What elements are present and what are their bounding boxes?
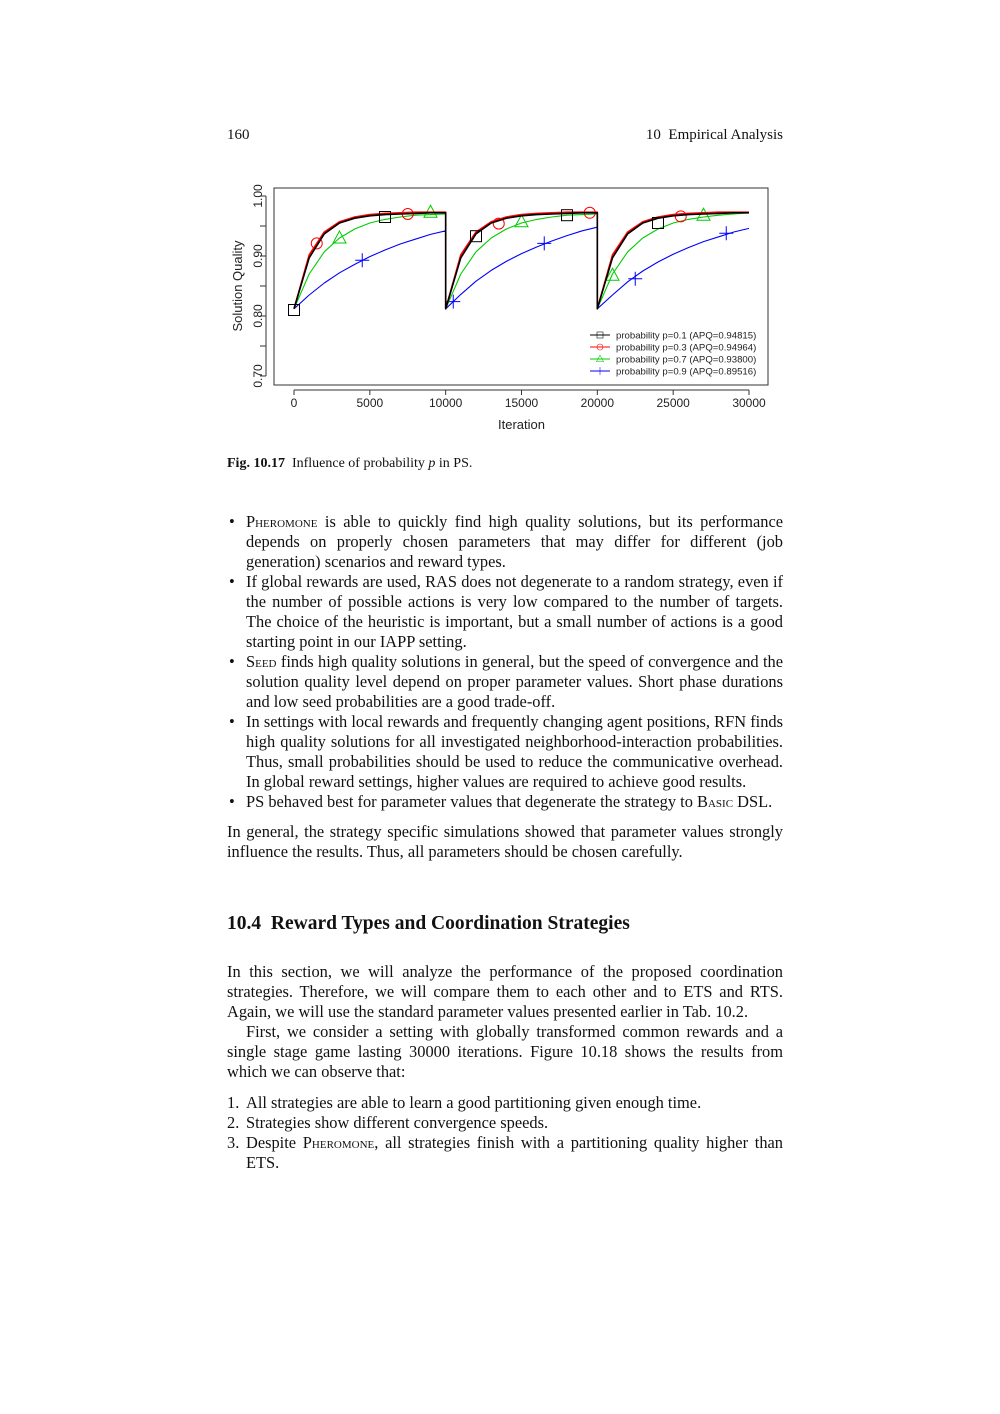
series-line-4 bbox=[293, 226, 750, 310]
y-tick-label: 0.90 bbox=[251, 244, 265, 268]
legend-entry: probability p=0.3 (APQ=0.94964) bbox=[616, 343, 756, 354]
data-point-circle bbox=[674, 210, 687, 223]
item-text: In settings with local rewards and frequ… bbox=[246, 712, 783, 791]
data-point-square bbox=[379, 211, 391, 223]
x-tick-label: 15000 bbox=[505, 396, 539, 410]
data-point-plus bbox=[355, 253, 370, 268]
series-line-2 bbox=[293, 211, 749, 310]
data-point-plus bbox=[719, 226, 734, 241]
item-number: 2. bbox=[227, 1113, 240, 1132]
caption-variable: p bbox=[428, 456, 436, 471]
data-point-square bbox=[561, 209, 573, 222]
item-number: 3. bbox=[227, 1133, 240, 1152]
item-text: finds high quality solutions in general,… bbox=[246, 652, 783, 711]
list-item: Pheromone is able to quickly find high q… bbox=[227, 512, 783, 572]
section-title: Reward Types and Coordination Strategies bbox=[270, 913, 630, 934]
running-title: 10 Empirical Analysis bbox=[645, 127, 783, 143]
legend-entry: probability p=0.1 (APQ=0.94815) bbox=[616, 331, 756, 342]
item-text: Despite bbox=[246, 1133, 303, 1152]
legend-marker-triangle bbox=[595, 354, 605, 363]
list-item: If global rewards are used, RAS does not… bbox=[227, 572, 783, 652]
strategy-name: Pheromone bbox=[302, 1133, 375, 1152]
plot-frame bbox=[273, 187, 769, 386]
legend-marker-plus bbox=[596, 367, 604, 375]
summary-paragraph: In general, the strategy specific simula… bbox=[227, 822, 783, 861]
list-item: In settings with local rewards and frequ… bbox=[227, 712, 783, 792]
item-text-end: , all strategies finish with a partition… bbox=[246, 1133, 783, 1172]
legend-entry: probability p=0.7 (APQ=0.93800) bbox=[616, 355, 756, 366]
list-item: Seed finds high quality solutions in gen… bbox=[227, 652, 783, 712]
data-point-triangle bbox=[332, 229, 347, 244]
list-item: 1. All strategies are able to learn a goo… bbox=[227, 1093, 783, 1113]
data-point-plus bbox=[537, 236, 552, 251]
list-item: 2. Strategies show different convergence … bbox=[227, 1113, 783, 1133]
data-point-square bbox=[288, 304, 300, 316]
observations-list: 1. All strategies are able to learn a goo… bbox=[227, 1093, 783, 1173]
data-point-triangle bbox=[423, 204, 438, 218]
data-point-triangle bbox=[605, 267, 620, 281]
item-text: All strategies are able to learn a good … bbox=[246, 1093, 702, 1112]
data-point-triangle bbox=[514, 213, 529, 228]
item-text: If global rewards are used, RAS does not… bbox=[246, 572, 783, 651]
list-item: PS behaved best for parameter values tha… bbox=[227, 792, 783, 812]
x-axis-label: Iteration bbox=[498, 417, 545, 432]
x-tick-label: 20000 bbox=[581, 396, 615, 410]
y-tick-label: 1.00 bbox=[251, 184, 265, 208]
y-tick-label: 0.70 bbox=[251, 364, 265, 388]
strategy-name: Pheromone bbox=[246, 512, 318, 531]
data-point-circle bbox=[310, 237, 323, 250]
figure-caption: Fig. 10.17 Influence of probability p in… bbox=[227, 454, 783, 474]
page-number: 160 bbox=[227, 127, 250, 143]
figure-label: Fig. 10.17 bbox=[227, 456, 285, 471]
legend-entry: probability p=0.9 (APQ=0.89516) bbox=[616, 367, 756, 378]
paragraph: First, we consider a setting with global… bbox=[227, 1022, 783, 1081]
section-number: 10.4 bbox=[227, 913, 262, 934]
y-tick-label: 0.80 bbox=[251, 304, 265, 328]
figure-chart: 0.70 0.80 0.90 1.00 0 5000 10000 15000 20000 2500… bbox=[230, 184, 769, 432]
x-tick-label: 30000 bbox=[732, 396, 766, 410]
data-point-square bbox=[652, 217, 664, 229]
series-line-3 bbox=[293, 212, 750, 310]
item-text-end: DSL. bbox=[733, 792, 773, 811]
data-point-square bbox=[470, 230, 482, 243]
x-tick-label: 5000 bbox=[356, 396, 383, 410]
section-heading: 10.4 Reward Types and Coordination Strat… bbox=[227, 913, 630, 935]
x-tick-label: 25000 bbox=[656, 396, 690, 410]
x-tick-label: 10000 bbox=[429, 396, 463, 410]
item-text: is able to quickly find high quality sol… bbox=[246, 512, 783, 571]
item-text: PS behaved best for parameter values tha… bbox=[246, 792, 698, 811]
strategy-name: Seed bbox=[246, 652, 277, 671]
legend-marker-circle bbox=[596, 343, 604, 351]
paragraph: In this section, we will analyze the per… bbox=[227, 962, 783, 1021]
series-line-1 bbox=[293, 212, 749, 310]
item-number: 1. bbox=[227, 1093, 240, 1112]
strategy-name: Basic bbox=[697, 792, 734, 811]
x-tick-label: 0 bbox=[291, 396, 298, 410]
findings-list: Pheromone is able to quickly find high q… bbox=[227, 512, 783, 812]
list-item: 3. Despite Pheromone, all strategies fini… bbox=[227, 1133, 783, 1173]
item-text: Strategies show different convergence sp… bbox=[246, 1113, 549, 1132]
data-point-circle bbox=[492, 217, 505, 230]
caption-text: Influence of probability bbox=[291, 456, 429, 471]
data-point-plus bbox=[628, 271, 643, 286]
y-axis-label: Solution Quality bbox=[230, 240, 245, 332]
legend-marker-square bbox=[596, 331, 604, 339]
caption-text-end: in PS. bbox=[435, 456, 473, 471]
